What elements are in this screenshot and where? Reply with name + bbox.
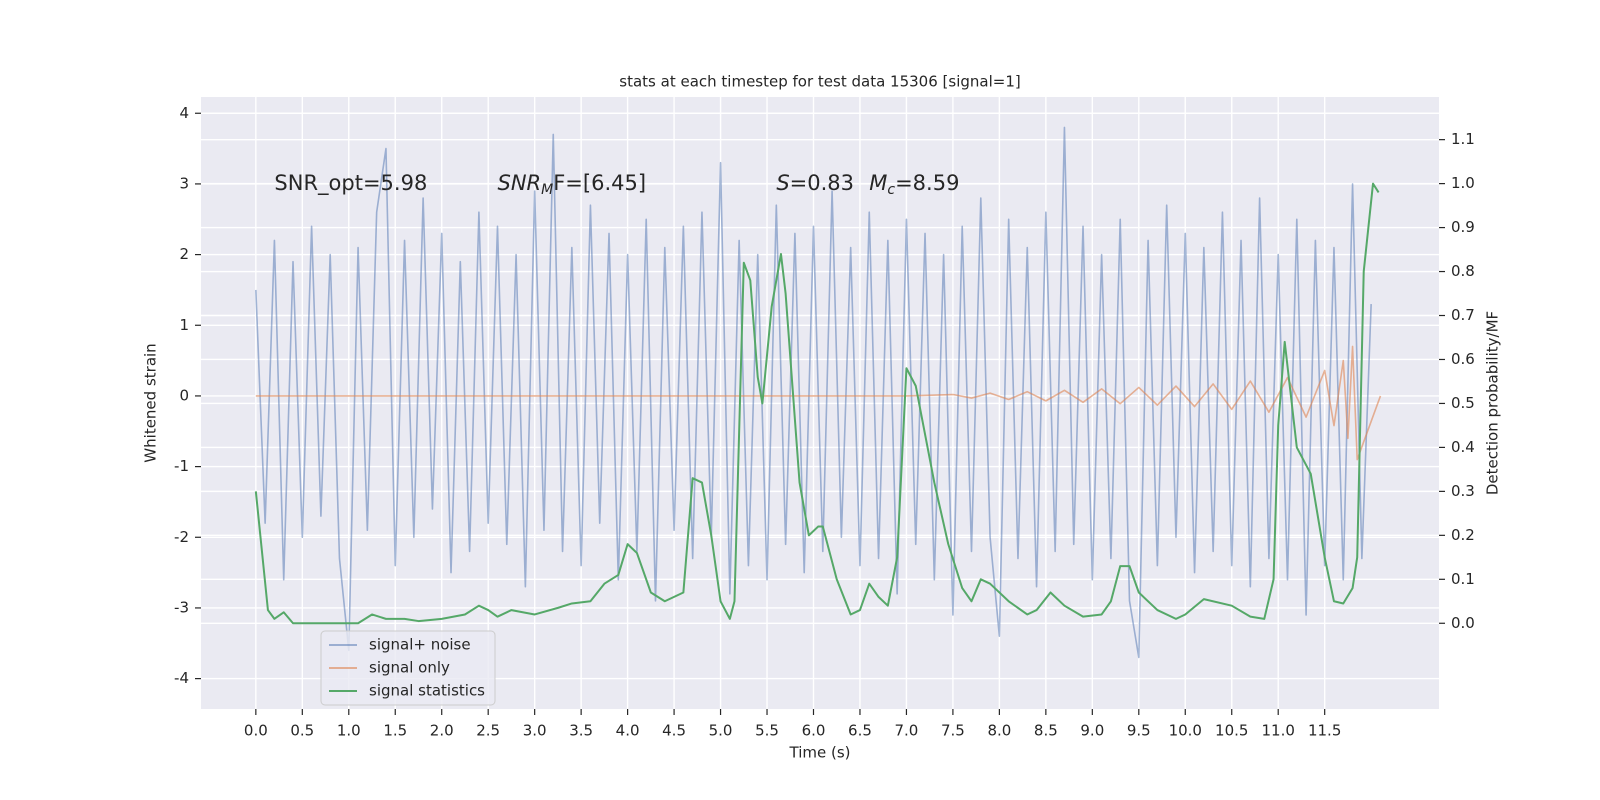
x-tick-label: 5.0	[709, 722, 733, 740]
annotation: SNR_opt=5.98	[274, 171, 427, 196]
y2-tick-label: 1.1	[1451, 130, 1475, 148]
y-tick-label: 3	[179, 174, 189, 192]
series-line	[254, 182, 1380, 625]
x-tick-label: 9.0	[1080, 722, 1104, 740]
y2-tick-label: 1.0	[1451, 174, 1475, 192]
y2-tick-label: 0.2	[1451, 526, 1475, 544]
x-tick-label: 7.5	[941, 722, 965, 740]
y-tick-label: -4	[174, 669, 189, 687]
y-tick-label: -1	[174, 457, 189, 475]
labels: 0.0 0.5 1.0 1.5 2.0 2.5 3.0 3.5 4.0 4.5 5.0 5.5 6.0 6…	[174, 104, 1475, 740]
y2-tick-label: 0.3	[1451, 482, 1475, 500]
chart-title: stats at each timestep for test data 153…	[619, 73, 1020, 91]
annotation: Mc=8.59	[869, 171, 959, 198]
y-tick-label: 0	[179, 386, 189, 404]
x-tick-label: 10.0	[1169, 722, 1202, 740]
x-tick-label: 11.0	[1262, 722, 1295, 740]
x-tick-label: 8.0	[987, 722, 1011, 740]
annotation: SNRMF=[6.45]	[497, 171, 646, 198]
y-tick-label: 1	[179, 316, 189, 334]
x-tick-label: 3.5	[569, 722, 593, 740]
annotation-main: S	[776, 171, 789, 195]
x-tick-label: 7.0	[895, 722, 919, 740]
series-line	[255, 126, 1372, 659]
x-tick-label: 4.0	[616, 722, 640, 740]
y2-tick-label: 0.5	[1451, 394, 1475, 412]
x-tick-label: 0.5	[290, 722, 314, 740]
x-tick-label: 3.0	[523, 722, 547, 740]
legend-box	[320, 630, 496, 706]
x-tick-label: 11.5	[1308, 722, 1341, 740]
annotation-sub: M	[541, 182, 553, 198]
legend-label: signal only	[369, 659, 450, 677]
x-axis-label: Time (s)	[789, 744, 851, 762]
series-line	[255, 345, 1382, 461]
x-tick-label: 8.5	[1034, 722, 1058, 740]
annotation-main: SNR_opt=5.98	[274, 171, 427, 196]
annotation-rest: F=[6.45]	[553, 171, 646, 195]
annotation-main: M	[869, 171, 887, 195]
x-tick-label: 5.5	[755, 722, 779, 740]
y2-tick-label: 0.7	[1451, 306, 1475, 324]
annotation: S=0.83	[776, 171, 854, 195]
y-tick-label: 2	[179, 245, 189, 263]
y2-axis-label: Detection probability/MF	[1484, 311, 1502, 495]
x-tick-label: 6.0	[802, 722, 826, 740]
annotation-rest: =8.59	[895, 171, 959, 195]
x-tick-label: 4.5	[662, 722, 686, 740]
y2-tick-label: 0.1	[1451, 570, 1475, 588]
y2-tick-label: 0.4	[1451, 438, 1475, 456]
y-axis-label: Whitened strain	[142, 343, 160, 462]
y-tick-label: 4	[179, 104, 189, 122]
y-tick-label: -2	[174, 528, 189, 546]
x-tick-label: 2.5	[476, 722, 500, 740]
annotation-main: SNR	[497, 171, 541, 195]
legend-label: signal statistics	[369, 682, 485, 700]
x-tick-label: 0.0	[244, 722, 268, 740]
y2-tick-label: 0.8	[1451, 262, 1475, 280]
y2-tick-label: 0.0	[1451, 614, 1475, 632]
x-tick-label: 1.0	[337, 722, 361, 740]
x-tick-label: 1.5	[383, 722, 407, 740]
y2-tick-label: 0.6	[1451, 350, 1475, 368]
annotation-rest: =0.83	[790, 171, 854, 195]
y-tick-label: -3	[174, 598, 189, 616]
legend: signal+ noise signal only signal statistic…	[320, 630, 496, 706]
marks	[254, 126, 1382, 659]
x-tick-label: 6.5	[848, 722, 872, 740]
annotation-sub: c	[887, 182, 895, 198]
x-tick-label: 2.0	[430, 722, 454, 740]
x-tick-label: 9.5	[1127, 722, 1151, 740]
y2-tick-label: 0.9	[1451, 218, 1475, 236]
x-tick-label: 10.5	[1215, 722, 1248, 740]
legend-label: signal+ noise	[369, 636, 471, 654]
